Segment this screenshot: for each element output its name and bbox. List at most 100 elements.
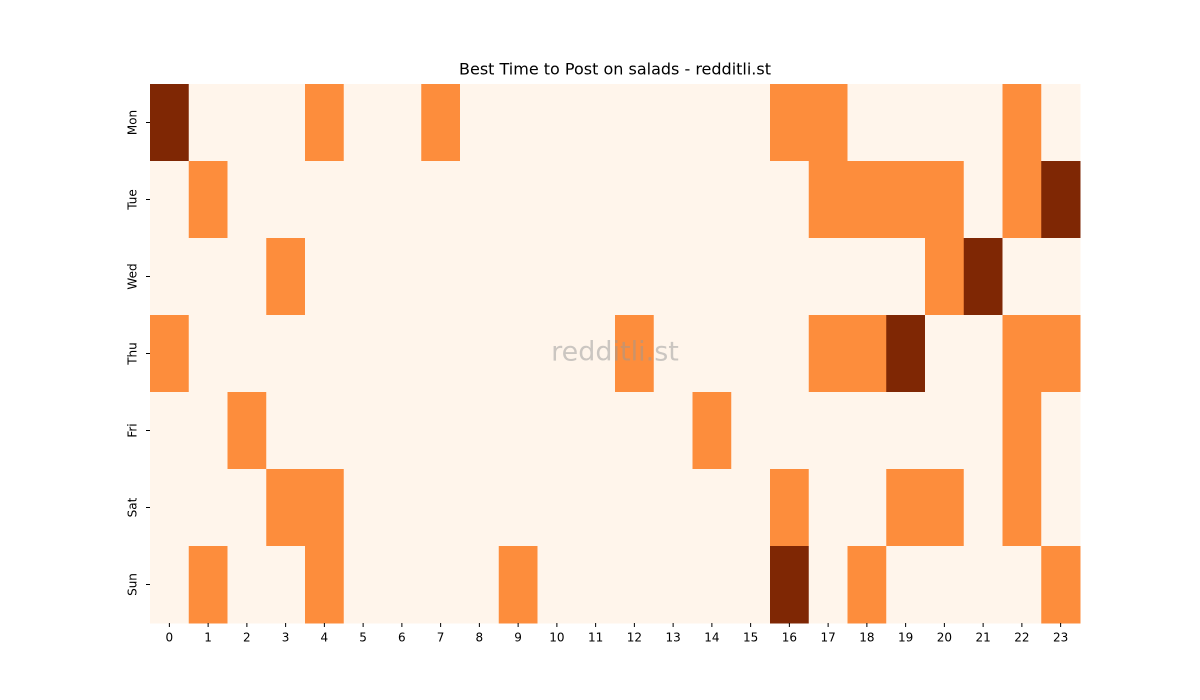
y-tick-label: Mon xyxy=(126,110,140,135)
heatmap-cell xyxy=(847,84,887,162)
heatmap-cell xyxy=(886,84,926,162)
heatmap-cell xyxy=(615,469,655,547)
heatmap-cell xyxy=(1041,238,1081,316)
heatmap-cell xyxy=(1002,469,1042,547)
heatmap-cell xyxy=(460,546,500,624)
heatmap-cell xyxy=(886,392,926,470)
heatmap-cell xyxy=(1041,161,1081,239)
heatmap-cell xyxy=(847,238,887,316)
heatmap-cell xyxy=(343,546,383,624)
heatmap-cell xyxy=(925,161,965,239)
heatmap-cell xyxy=(886,546,926,624)
heatmap-cell xyxy=(421,392,461,470)
heatmap-cell xyxy=(150,546,190,624)
heatmap-cell xyxy=(227,238,267,316)
heatmap-cell xyxy=(770,84,810,162)
heatmap-cell xyxy=(305,315,345,393)
heatmap-cell xyxy=(421,469,461,547)
heatmap-cell xyxy=(1041,392,1081,470)
heatmap-cell xyxy=(343,392,383,470)
x-tick-label: 14 xyxy=(704,631,719,645)
y-tick-label: Tue xyxy=(126,189,140,211)
heatmap-cell xyxy=(770,161,810,239)
heatmap-cell xyxy=(1041,315,1081,393)
heatmap-cell xyxy=(421,315,461,393)
x-tick-label: 20 xyxy=(937,631,952,645)
x-tick-label: 2 xyxy=(243,631,251,645)
heatmap-cell xyxy=(770,315,810,393)
heatmap-cell xyxy=(150,84,190,162)
heatmap-cell xyxy=(460,469,500,547)
heatmap-cell xyxy=(421,84,461,162)
x-tick-label: 19 xyxy=(898,631,913,645)
heatmap-cell xyxy=(421,238,461,316)
heatmap-cell xyxy=(963,315,1003,393)
heatmap-grid xyxy=(150,84,1081,624)
heatmap-cell xyxy=(498,392,538,470)
heatmap-cell xyxy=(731,84,771,162)
heatmap-cell xyxy=(305,84,345,162)
heatmap-cell xyxy=(653,161,693,239)
heatmap-cell xyxy=(305,238,345,316)
heatmap-cell xyxy=(808,315,848,393)
heatmap-cell xyxy=(188,546,228,624)
heatmap-cell xyxy=(188,392,228,470)
heatmap-cell xyxy=(963,469,1003,547)
heatmap-cell xyxy=(150,238,190,316)
heatmap-cell xyxy=(886,469,926,547)
heatmap-cell xyxy=(653,84,693,162)
heatmap-cell xyxy=(653,238,693,316)
heatmap-cell xyxy=(925,315,965,393)
x-tick-label: 17 xyxy=(820,631,835,645)
heatmap-cell xyxy=(1002,546,1042,624)
heatmap-cell xyxy=(498,315,538,393)
heatmap-cell xyxy=(692,392,732,470)
heatmap-cell xyxy=(150,469,190,547)
heatmap-cell xyxy=(227,315,267,393)
heatmap-cell xyxy=(925,84,965,162)
heatmap-cell xyxy=(886,161,926,239)
heatmap-cell xyxy=(963,84,1003,162)
heatmap-cell xyxy=(460,84,500,162)
heatmap-cell xyxy=(382,315,422,393)
heatmap-cell xyxy=(847,315,887,393)
heatmap-cell xyxy=(615,392,655,470)
heatmap-cell xyxy=(615,546,655,624)
heatmap-cell xyxy=(305,392,345,470)
heatmap-cell xyxy=(692,238,732,316)
heatmap-cell xyxy=(770,469,810,547)
heatmap-cell xyxy=(847,469,887,547)
heatmap-cell xyxy=(266,546,306,624)
x-tick-label: 3 xyxy=(282,631,290,645)
heatmap-cell xyxy=(925,392,965,470)
heatmap-cell xyxy=(731,238,771,316)
heatmap-cell xyxy=(266,238,306,316)
heatmap-cell xyxy=(1002,238,1042,316)
heatmap-cell xyxy=(150,392,190,470)
heatmap-cell xyxy=(808,238,848,316)
heatmap-cell xyxy=(886,315,926,393)
heatmap-cell xyxy=(498,238,538,316)
heatmap-cell xyxy=(808,469,848,547)
heatmap-cell xyxy=(343,469,383,547)
y-tick-label: Fri xyxy=(126,423,140,437)
heatmap-cell xyxy=(382,238,422,316)
heatmap-cell xyxy=(576,315,616,393)
heatmap-cell xyxy=(615,84,655,162)
heatmap-cell xyxy=(692,546,732,624)
heatmap-cell xyxy=(808,161,848,239)
heatmap-cell xyxy=(498,161,538,239)
heatmap-cell xyxy=(963,238,1003,316)
heatmap-cell xyxy=(188,161,228,239)
heatmap-cell xyxy=(188,315,228,393)
heatmap-cell xyxy=(460,315,500,393)
heatmap-cell xyxy=(460,161,500,239)
x-tick-label: 1 xyxy=(204,631,212,645)
x-tick-label: 0 xyxy=(166,631,174,645)
heatmap-cell xyxy=(731,315,771,393)
heatmap-cell xyxy=(847,546,887,624)
heatmap-cell xyxy=(731,546,771,624)
heatmap-cell xyxy=(537,469,577,547)
x-tick-label: 13 xyxy=(665,631,680,645)
x-tick-label: 10 xyxy=(549,631,564,645)
